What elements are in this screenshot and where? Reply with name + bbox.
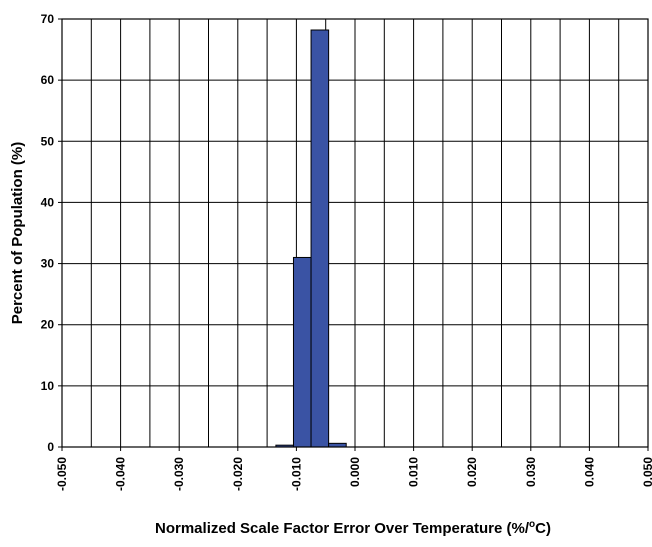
y-tick-label: 40 [41, 195, 55, 209]
x-axis-label-main: Normalized Scale Factor Error Over Tempe… [155, 520, 530, 537]
x-tick-label: 0.010 [407, 457, 421, 487]
x-axis-label-unit: C) [535, 520, 551, 537]
x-tick-label: 0.020 [465, 457, 479, 487]
x-tick-label: 0.030 [524, 457, 538, 487]
y-axis-label: Percent of Population (%) [9, 142, 26, 325]
x-tick-label: 0.000 [348, 457, 362, 487]
y-tick-label: 20 [41, 318, 55, 332]
y-tick-label: 10 [41, 379, 55, 393]
y-tick-label: 60 [41, 73, 55, 87]
bars [275, 29, 347, 448]
grid [62, 19, 648, 447]
y-tick-label: 50 [41, 134, 55, 148]
histogram-bar [292, 256, 312, 448]
x-tick-label: -0.030 [172, 457, 186, 491]
x-tick-label: 0.040 [582, 457, 596, 487]
x-tick-label: -0.040 [114, 457, 128, 491]
x-axis-label: Normalized Scale Factor Error Over Tempe… [155, 519, 551, 537]
x-tick-label: -0.050 [55, 457, 69, 491]
y-tick-label: 70 [41, 12, 55, 26]
x-tick-label: -0.010 [289, 457, 303, 491]
y-tick-label: 30 [41, 257, 55, 271]
histogram-bar [310, 29, 330, 448]
x-axis-label-degree: o [529, 519, 535, 530]
x-tick-label: -0.020 [231, 457, 245, 491]
y-ticks: 0 10 20 30 40 50 60 70 [41, 12, 62, 454]
x-ticks: -0.050 -0.040 -0.030 -0.020 -0.010 0.000 0.010… [55, 447, 652, 491]
x-tick-label: 0.050 [641, 457, 652, 487]
y-tick-label: 0 [47, 440, 54, 454]
